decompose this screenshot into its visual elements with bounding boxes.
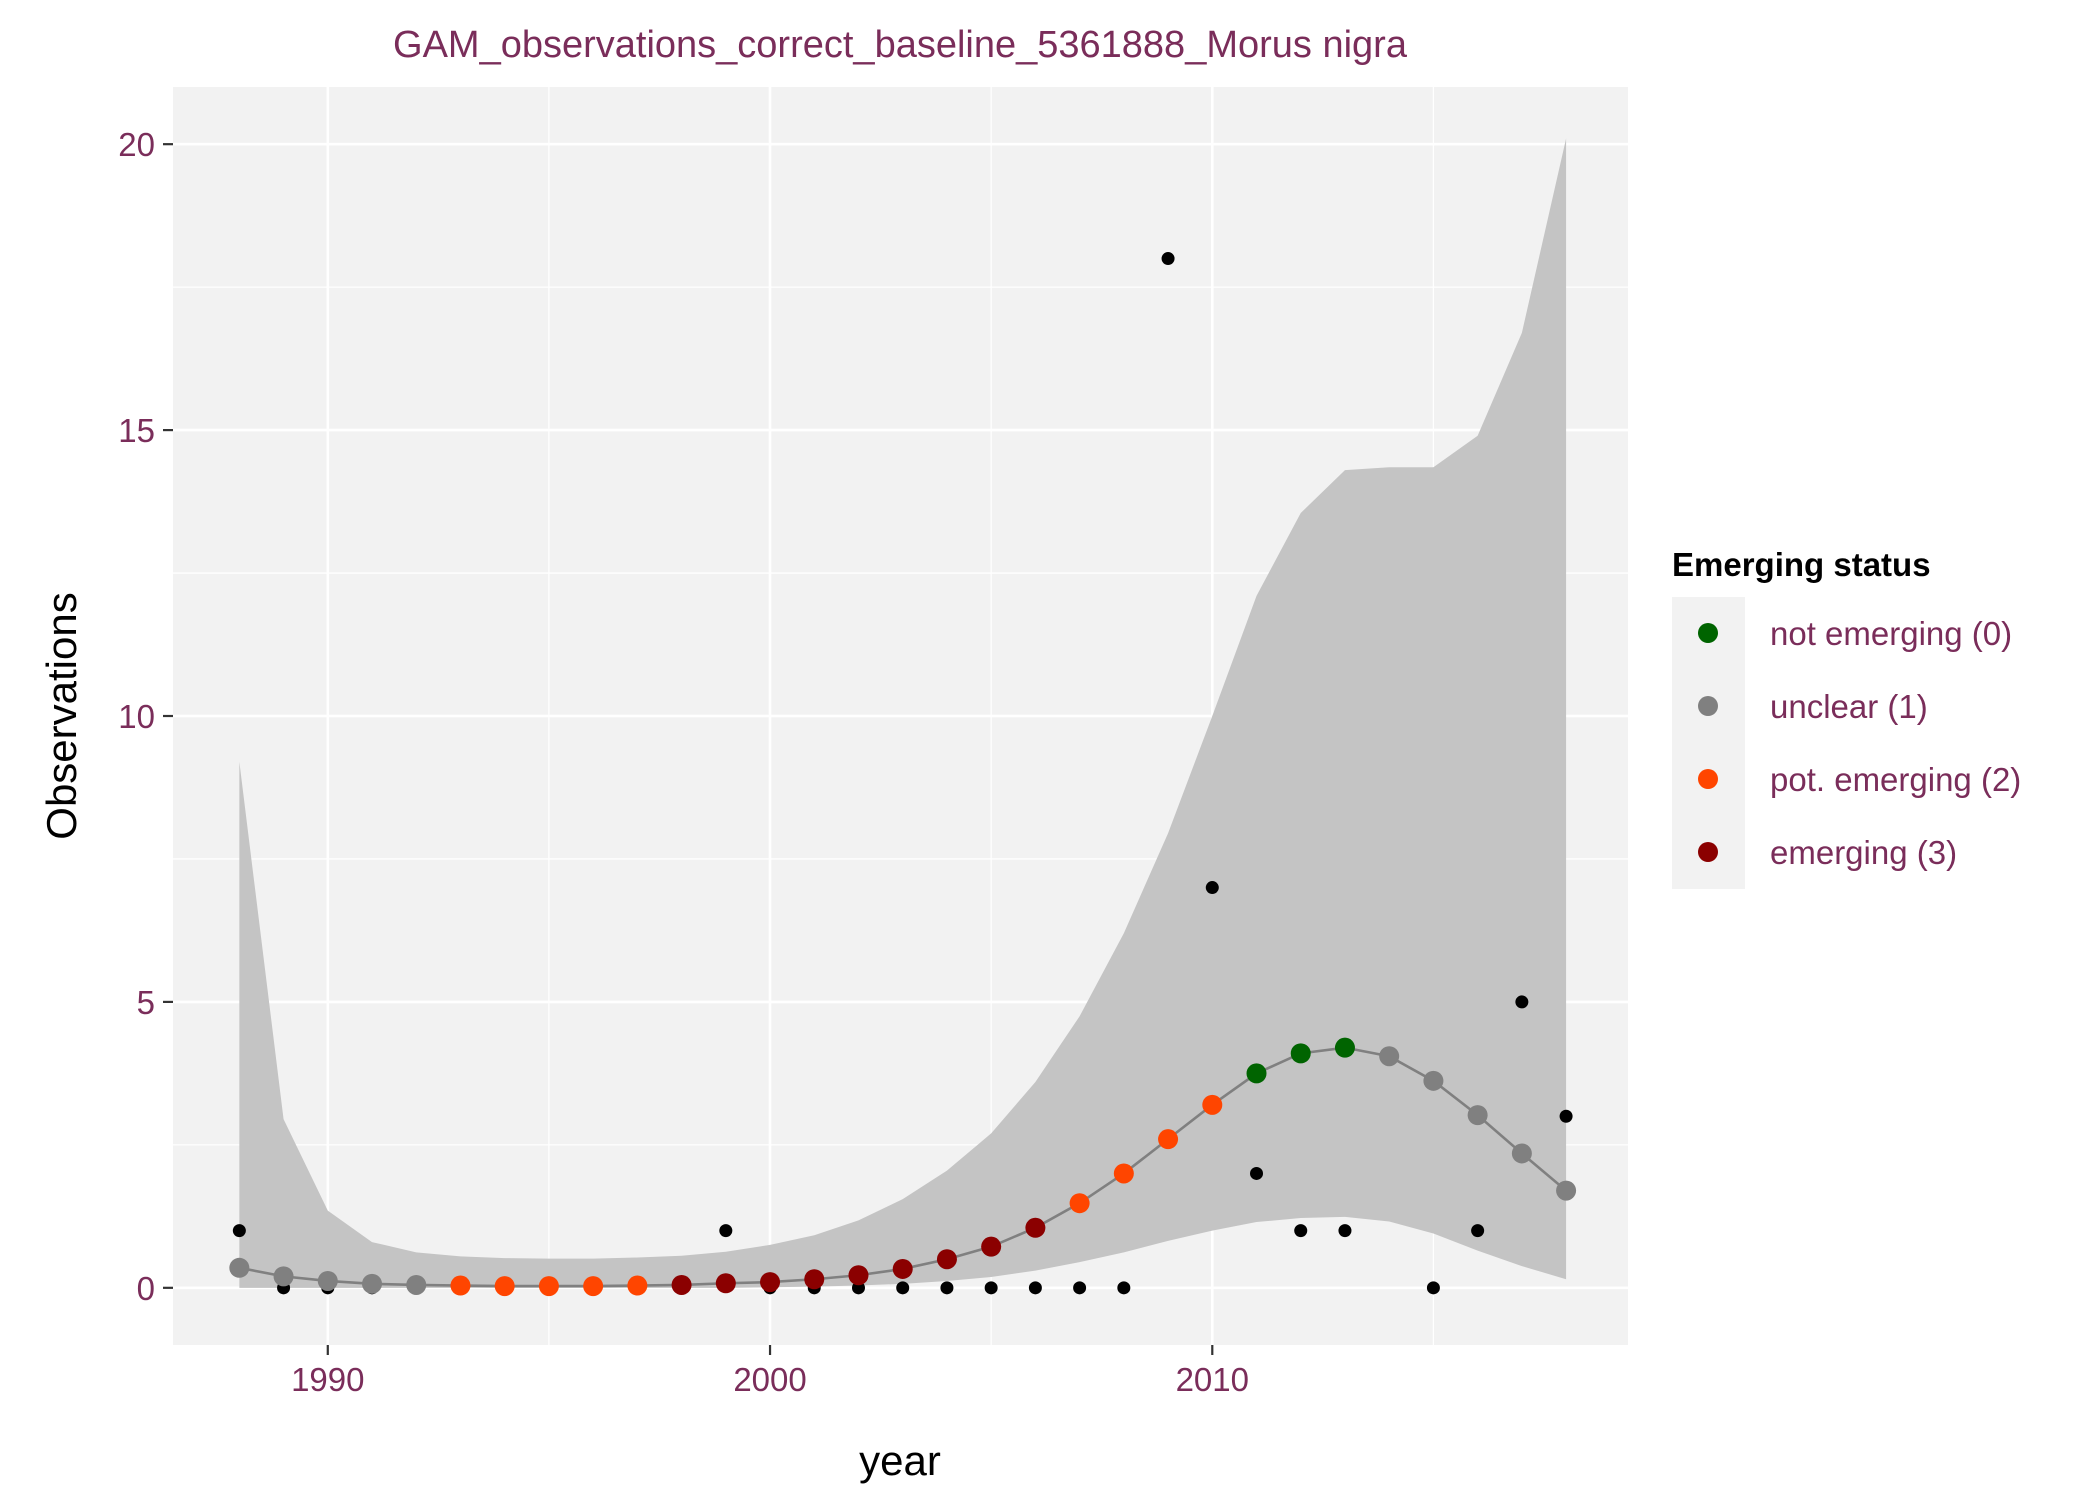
fitted-point [1113, 1163, 1134, 1184]
fitted-point [1202, 1094, 1223, 1115]
observed-point [1515, 995, 1529, 1009]
fitted-point [848, 1265, 869, 1286]
fitted-point [1334, 1037, 1355, 1058]
legend-label-3: emerging (3) [1770, 834, 1957, 871]
y-axis: 0 5 10 15 20 [118, 126, 173, 1307]
fitted-point [1556, 1180, 1577, 1201]
observed-point [984, 1281, 998, 1295]
observed-point [1205, 881, 1219, 895]
y-tick-label: 15 [118, 412, 155, 449]
observed-point [1559, 1109, 1573, 1123]
observed-point [1426, 1281, 1440, 1295]
fitted-point [538, 1276, 559, 1297]
observed-point [1117, 1281, 1131, 1295]
y-tick-label: 10 [118, 698, 155, 735]
x-axis-title: year [859, 1437, 941, 1484]
observed-point [1028, 1281, 1042, 1295]
fitted-point [273, 1266, 294, 1287]
fitted-point [1069, 1193, 1090, 1214]
legend-key-0 [1698, 623, 1718, 643]
fitted-point [671, 1274, 692, 1295]
observed-point [232, 1224, 246, 1238]
observed-point [1073, 1281, 1087, 1295]
confidence-ribbon [239, 138, 1567, 1288]
fitted-point [1379, 1046, 1400, 1067]
legend-key-3 [1698, 842, 1718, 862]
legend-label-1: unclear (1) [1770, 688, 1928, 725]
fitted-point [892, 1258, 913, 1279]
x-axis: 1990 2000 2010 [291, 1345, 1249, 1398]
fitted-point [981, 1236, 1002, 1257]
fitted-point [715, 1273, 736, 1294]
legend-title: Emerging status [1672, 546, 1931, 583]
fitted-point [760, 1272, 781, 1293]
observed-point [1338, 1224, 1352, 1238]
fitted-point [627, 1275, 648, 1296]
y-tick-label: 5 [137, 984, 155, 1021]
observed-point [1294, 1224, 1308, 1238]
fitted-point [804, 1269, 825, 1290]
fitted-point [1158, 1129, 1179, 1150]
x-tick-label: 1990 [291, 1361, 364, 1398]
observed-point [1250, 1166, 1264, 1180]
fitted-point [936, 1249, 957, 1270]
observed-point [896, 1281, 910, 1295]
legend-key-background [1672, 597, 1745, 889]
fitted-point [362, 1273, 383, 1294]
fitted-point [1423, 1070, 1444, 1091]
legend: Emerging status not emerging (0) unclear … [1672, 546, 2021, 889]
fitted-point [1290, 1043, 1311, 1064]
observed-point [719, 1224, 733, 1238]
chart-title: GAM_observations_correct_baseline_536188… [393, 24, 1408, 66]
fitted-point [1511, 1143, 1532, 1164]
legend-entries: not emerging (0) unclear (1) pot. emerging… [1698, 615, 2021, 871]
legend-key-2 [1698, 769, 1718, 789]
legend-label-2: pot. emerging (2) [1770, 761, 2021, 798]
y-axis-title: Observations [38, 592, 85, 839]
y-tick-label: 20 [118, 126, 155, 163]
confidence-ribbon-layer [239, 138, 1567, 1288]
fitted-point [1025, 1217, 1046, 1238]
fitted-point [494, 1276, 515, 1297]
fitted-point [1467, 1105, 1488, 1126]
y-tick-label: 0 [137, 1270, 155, 1307]
fitted-point [1246, 1063, 1267, 1084]
fitted-points-layer [229, 1037, 1577, 1297]
fitted-point [583, 1276, 604, 1297]
fitted-point [229, 1257, 250, 1278]
observed-point [1471, 1224, 1485, 1238]
x-tick-label: 2010 [1176, 1361, 1249, 1398]
legend-label-0: not emerging (0) [1770, 615, 2012, 652]
fitted-point [450, 1275, 471, 1296]
observed-point [940, 1281, 954, 1295]
fitted-point [406, 1274, 427, 1295]
fitted-point [317, 1270, 338, 1291]
observed-point [1161, 252, 1175, 266]
x-tick-label: 2000 [733, 1361, 806, 1398]
legend-key-1 [1698, 696, 1718, 716]
